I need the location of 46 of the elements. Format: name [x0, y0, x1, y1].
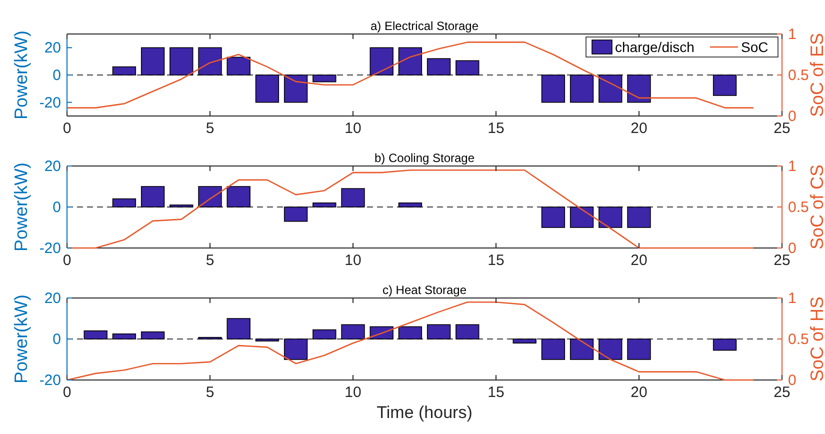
y2-tick-label: 0.5: [788, 67, 809, 84]
y-axis-title: Power(kW): [11, 162, 31, 252]
x-tick-label: 25: [774, 384, 790, 401]
x-tick-label: 20: [630, 120, 648, 137]
x-tick-label: 10: [344, 384, 362, 401]
x-tick-label: 25: [774, 120, 790, 137]
x-tick-label: 25: [774, 252, 790, 269]
y-tick-label: 20: [44, 290, 61, 307]
x-tick-label: 5: [206, 120, 214, 137]
y2-tick-label: 0: [788, 240, 796, 257]
chart-title: a) Electrical Storage: [370, 19, 479, 33]
y2-axis-title: SoC of HS: [807, 296, 825, 382]
y-tick-label: 20: [44, 40, 61, 57]
y2-tick-label: 0.5: [788, 199, 809, 216]
x-tick-label: 20: [630, 252, 648, 269]
y2-tick-label: 0: [788, 108, 796, 125]
y-axis-title: Power(kW): [11, 30, 31, 120]
y-axis-title: Power(kW): [11, 294, 31, 384]
x-tick-label: 10: [344, 120, 362, 137]
y2-tick-label: 1: [788, 290, 796, 307]
line-series: [66, 301, 754, 381]
x-tick-label: 15: [488, 252, 504, 269]
y2-tick-label: 1: [788, 26, 796, 43]
x-tick-label: 10: [344, 252, 362, 269]
legend-label: SoC: [741, 39, 768, 55]
y-tick-label: 0: [52, 331, 61, 348]
y-tick-label: 0: [52, 199, 61, 216]
legend-label: charge/disch: [615, 39, 694, 55]
y-tick-label: -20: [39, 94, 61, 112]
y2-axis-title: SoC of CS: [807, 164, 825, 250]
x-tick-label: 15: [488, 120, 504, 137]
x-tick-label: 15: [488, 384, 504, 401]
y-tick-label: 0: [52, 67, 61, 84]
x-axis-title: Time (hours): [376, 403, 472, 422]
y2-axis-title: SoC of ES: [807, 32, 825, 118]
y2-tick-label: 1: [788, 158, 796, 175]
chart-title: c) Heat Storage: [382, 283, 467, 297]
x-tick-label: 20: [630, 384, 648, 401]
y-tick-label: -20: [39, 240, 61, 257]
y2-tick-label: 0: [788, 372, 796, 389]
y-tick-label: -20: [39, 372, 61, 389]
y2-tick-label: 0.5: [788, 331, 809, 348]
x-tick-label: 5: [206, 384, 214, 401]
y-tick-label: 20: [44, 158, 61, 175]
chart-title: b) Cooling Storage: [374, 151, 475, 165]
x-tick-label: 5: [206, 252, 214, 269]
